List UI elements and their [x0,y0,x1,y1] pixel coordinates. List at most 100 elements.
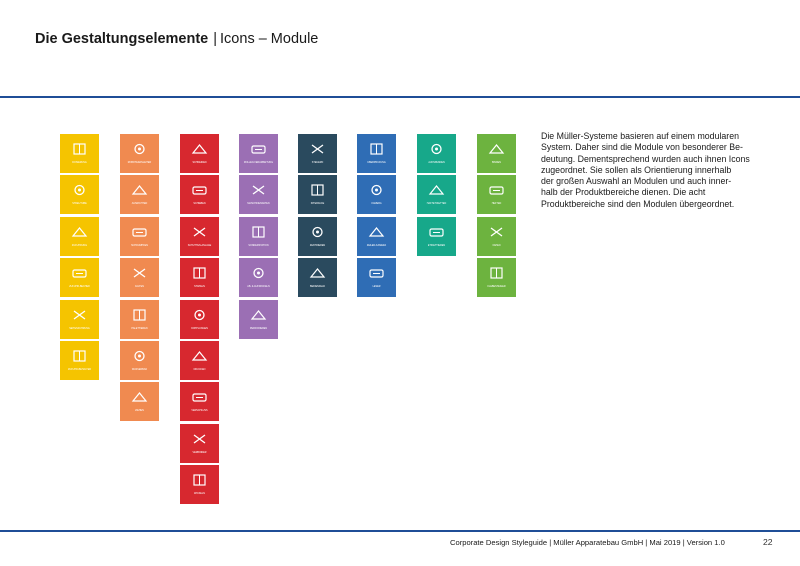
labeling-icon [428,225,445,239]
module-tile: LESER [357,258,396,298]
intro-line: System. Daher sind die Module von besond… [541,142,743,153]
module-label: ZUFÜHR-BEHÄLTER [67,368,92,371]
module-label: SCHIEBEN [193,202,206,206]
special-station-icon [250,225,267,239]
module-tile: SCHÜTTEN-ANLAGE [180,216,219,256]
pallet-icon [131,308,148,322]
pull-icon [131,390,148,404]
module-tile: BEDIENFELD [298,258,337,298]
module-label: BINDEN [491,161,502,164]
seal-icon [191,390,208,404]
dosing-icon [71,142,88,156]
robot-icon [131,142,148,156]
camera-icon [368,183,385,197]
module-label: STAPELN [194,285,205,289]
scissors-icon [191,142,208,156]
slide-icon [191,183,208,197]
title-separator: | [213,31,218,47]
module-label: ETIKETTIEREN [427,243,446,247]
control-icon [309,142,326,156]
connector-icon [191,432,208,446]
module-tile: WASSERBAD [120,341,159,380]
module-tile: ZUFÜHR-BEHÄLTER [60,341,99,380]
module-tile: PERFORIEREN [239,299,278,339]
module-label: DOSIERUNG [72,161,87,164]
bottom-divider [0,530,800,532]
intro-line: deutung. Dementsprechend wurden auch ihn… [541,153,750,164]
stack-icon [191,266,208,280]
module-tile: FAPEN [477,216,516,256]
module-label: WICKELN [194,492,205,496]
intro-line: Produktbereiche sind den Modulen übergeo… [541,198,735,209]
module-tile: SCHRUMPFEN [120,216,159,256]
module-tile: STREUTUBE [60,175,99,215]
container-icon [71,349,88,363]
module-tile: DRUCKEN [180,341,219,380]
label-icon [428,183,445,197]
module-label: FALTEN [135,285,144,289]
page-title: Die Gestaltungselemente [35,31,209,47]
roll-icon [250,142,267,156]
module-label: SCHNEIDEN [192,161,207,164]
module-label: ÜBERPRÜFUNG [367,161,386,164]
module-tile: ZUFÜHR-BECHER [60,258,99,298]
water-bath-icon [131,349,148,363]
module-label: INTERFACE [310,202,325,206]
intro-line: der großen Auswahl an Modulen und auch i… [541,176,732,187]
top-divider [0,96,800,98]
module-tile: ROBOTERANLEITER [120,134,159,173]
module-tile: ETIKETTIEREN [417,216,456,256]
module-tile: STEUERN [298,134,337,173]
module-label: SCHRUMPFEN [131,243,148,247]
module-label: FAPEN [492,243,501,247]
module-label: ZENTRIEREN [309,243,326,247]
page-subtitle: Icons – Module [220,31,319,47]
module-tile: AUFSPENDEN [417,134,456,173]
line-camera-icon [368,225,385,239]
module-tile: FALTEN [120,258,159,298]
dispense-icon [428,142,445,156]
coupling-icon [191,308,208,322]
module-tile: ZENTRIEREN [298,216,337,256]
module-tile: KLEBESTEIGER [477,258,516,298]
perforate-icon [250,308,267,322]
module-label: HEFTEN [491,202,502,206]
module-label: ROLLEN-VERARBEITUNG [243,161,274,164]
module-tile: SCHIEBEN [180,175,219,215]
module-tile: KAMERA [357,175,396,215]
module-label: ZIEHEN [135,409,144,413]
module-tile: SEITENFUHRUNG [60,299,99,339]
module-label: DRUCKEN [193,368,206,371]
interface-icon [309,183,326,197]
module-label: KOPPLUNGEN [191,326,208,330]
panel-icon [309,266,326,280]
check-icon [368,142,385,156]
gear-icon [71,183,88,197]
module-label: AUSRICHTEN [131,202,148,206]
module-tile: AB- & AUFWICKELN [239,258,278,298]
footer-text: Corporate Design Styleguide | Müller App… [450,538,725,547]
wind-icon [191,473,208,487]
page-number: 22 [763,537,773,547]
module-label: ZEILEN-KAMERA [366,243,387,247]
fold-icon [131,266,148,280]
staple-icon [488,183,505,197]
module-label: ZUFÜHR-BECHER [69,285,90,289]
module-tile: SONDERSTATION [239,216,278,256]
module-label: VERSCHLUSS [191,409,208,413]
module-tile: ÜBERPRÜFUNG [357,134,396,173]
module-label: KAMERA [371,202,382,206]
feed-icon [71,225,88,239]
align-icon [131,183,148,197]
pour-icon [191,225,208,239]
module-tile: ZEILEN-KAMERA [357,216,396,256]
module-tile: ZUFÜHRUNG [60,216,99,256]
module-label: ROBOTERANLEITER [127,161,152,164]
module-tile: KOPPLUNGEN [180,299,219,339]
module-label: AB- & AUFWICKELN [247,285,270,289]
module-tile: ZIEHEN [120,382,159,422]
module-label: VERBINDER [192,450,207,454]
module-label: PERFORIEREN [249,326,268,330]
module-label: STREUTUBE [72,202,87,206]
